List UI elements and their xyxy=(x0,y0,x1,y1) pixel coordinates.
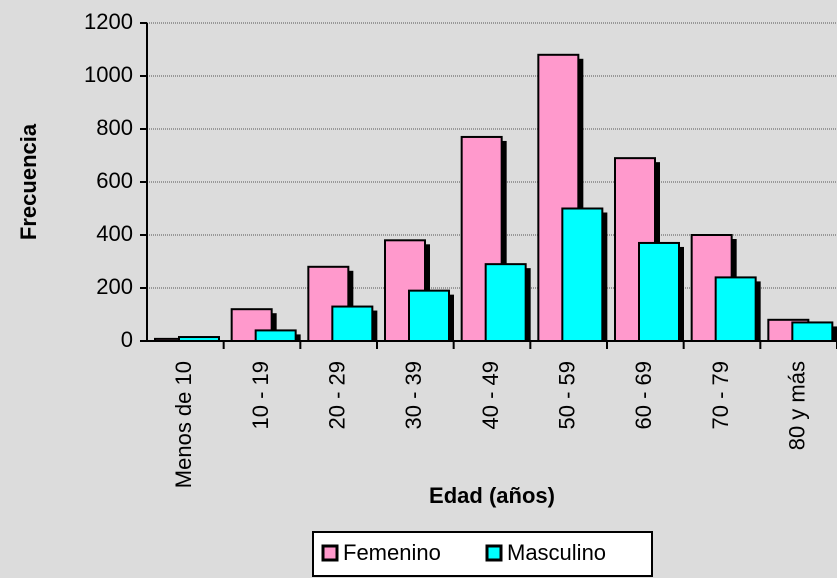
y-tick-label: 800 xyxy=(96,115,133,140)
x-axis-title: Edad (años) xyxy=(429,483,555,508)
bar xyxy=(408,289,450,342)
legend-box xyxy=(312,531,653,577)
bar xyxy=(307,265,350,342)
y-tick-label: 200 xyxy=(96,274,133,299)
y-tick-label: 1000 xyxy=(84,62,133,87)
x-tick-label: 20 - 29 xyxy=(324,361,349,430)
y-tick-label: 0 xyxy=(121,327,133,352)
x-tick-label: Menos de 10 xyxy=(171,361,196,488)
bar xyxy=(561,207,604,342)
legend-swatch xyxy=(321,544,339,562)
y-axis-title: Frecuencia xyxy=(16,123,41,240)
x-tick-label: 60 - 69 xyxy=(631,361,656,430)
bar xyxy=(638,241,680,342)
legend-label: Masculino xyxy=(507,540,606,565)
bar xyxy=(331,305,374,342)
legend-swatch xyxy=(485,544,503,562)
legend-label: Femenino xyxy=(343,540,441,565)
bar xyxy=(254,329,297,342)
x-tick-label: 10 - 19 xyxy=(248,361,273,430)
bar xyxy=(484,263,527,342)
x-tick-label: 30 - 39 xyxy=(401,361,426,430)
bar xyxy=(791,321,834,343)
y-tick-label: 600 xyxy=(96,168,133,193)
y-tick-label: 400 xyxy=(96,221,133,246)
y-tick-label: 1200 xyxy=(84,9,133,34)
x-tick-label: 40 - 49 xyxy=(478,361,503,430)
x-tick-label: 80 y más xyxy=(784,361,809,450)
x-tick-label: 50 - 59 xyxy=(554,361,579,430)
x-tick-label: 70 - 79 xyxy=(708,361,733,430)
bar xyxy=(714,276,757,342)
